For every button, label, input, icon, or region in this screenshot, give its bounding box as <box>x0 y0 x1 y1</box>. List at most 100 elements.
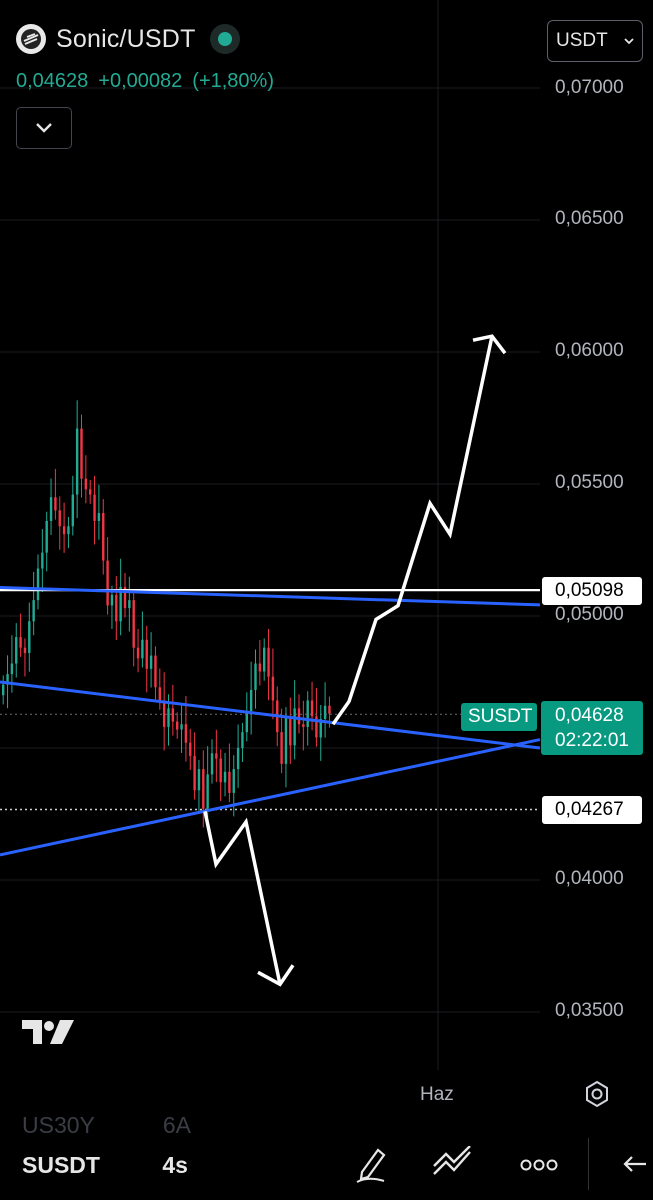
candle-body <box>315 716 318 738</box>
axis-tick-label: 0,07000 <box>555 77 624 98</box>
status-dot-icon <box>209 24 240 54</box>
candle-body <box>284 716 288 764</box>
axis-tick-label: 0,06000 <box>555 340 624 361</box>
candle-body <box>75 428 79 495</box>
candle-body <box>202 769 205 809</box>
candle-body <box>236 748 240 770</box>
axis-tick-label: 0,06500 <box>555 208 624 229</box>
candle-body <box>80 428 83 479</box>
candle-body <box>219 758 222 783</box>
candle-body <box>302 724 305 727</box>
candle-body <box>189 742 192 756</box>
last-price-tag: 0,04628 02:22:01 <box>541 701 643 755</box>
bullish-arrowhead <box>472 334 507 355</box>
currency-select[interactable]: USDT <box>547 20 643 62</box>
candle-body <box>328 705 331 714</box>
candle-body <box>319 718 322 738</box>
candle-body <box>28 621 31 653</box>
axis-tick-label: 0,04000 <box>555 868 624 889</box>
candle-body <box>62 526 66 535</box>
symbol-row[interactable]: SUSDT 4s <box>22 1152 188 1179</box>
candle-body <box>119 586 122 622</box>
candle-body <box>2 684 5 696</box>
timeframe[interactable]: 4s <box>162 1152 188 1178</box>
descending-trendline <box>0 680 541 750</box>
resistance-price-tag: 0,05098 <box>542 577 642 605</box>
candle-body <box>297 708 301 725</box>
price-summary: 0,04628 +0,00082 (+1,80%) <box>16 70 284 93</box>
change-pct: (+1,80%) <box>192 70 274 92</box>
candle-body <box>36 568 40 601</box>
candle-body <box>293 708 296 746</box>
ascending-trendline <box>0 738 541 857</box>
toolbar-divider <box>588 1138 589 1190</box>
candle-body <box>15 637 18 664</box>
candle-body <box>197 769 201 791</box>
candle-body <box>154 655 157 688</box>
collapse-button[interactable] <box>16 107 72 149</box>
candle-body <box>245 711 248 733</box>
pair-title: Sonic/USDT <box>56 24 196 53</box>
candle-body <box>158 687 161 701</box>
bearish-projection-arrow <box>203 811 282 985</box>
candle-body <box>249 689 253 712</box>
candle-body <box>54 497 57 511</box>
candle-body <box>215 753 218 759</box>
candle-body <box>254 663 257 690</box>
candle-body <box>71 494 74 527</box>
candle-body <box>132 600 135 648</box>
settings-icon[interactable] <box>583 1080 611 1108</box>
candle-body <box>49 497 53 521</box>
candle-body <box>176 721 179 730</box>
candle-body <box>89 489 92 495</box>
candle-body <box>184 724 188 743</box>
pencil-icon[interactable] <box>354 1146 388 1184</box>
time-axis-label: Haz <box>420 1084 454 1105</box>
ghost-symbol: US30Y <box>22 1112 95 1138</box>
candle-body <box>19 637 22 648</box>
candle-body <box>162 700 166 727</box>
candle-body <box>102 513 105 561</box>
bearish-arrowhead <box>257 964 295 987</box>
candle-body <box>310 700 314 717</box>
change-abs: +0,00082 <box>98 70 183 92</box>
candle-body <box>23 647 27 653</box>
candle-body <box>128 600 131 609</box>
candle-body <box>241 732 244 748</box>
axis-tick-label: 0,05000 <box>555 604 624 625</box>
candle-body <box>263 647 266 672</box>
candle-body <box>267 647 270 677</box>
trendline-tool-icon[interactable] <box>432 1146 474 1180</box>
candle-body <box>206 774 209 809</box>
bullish-projection-arrow <box>331 335 494 726</box>
candle-body <box>323 705 327 719</box>
support-price-tag: 0,04267 <box>542 796 642 824</box>
candle-body <box>223 771 227 783</box>
bar-countdown: 02:22:01 <box>555 730 629 751</box>
more-icon[interactable] <box>520 1158 558 1172</box>
last-price-tag-value: 0,04628 <box>555 705 624 726</box>
candle-body <box>228 771 231 793</box>
candle-body <box>10 663 14 675</box>
chevron-down-icon <box>36 123 52 133</box>
candle-body <box>67 526 70 535</box>
candle-body <box>149 655 153 669</box>
candle-body <box>210 753 214 775</box>
undo-icon[interactable] <box>622 1154 648 1176</box>
currency-value: USDT <box>556 30 608 51</box>
candle-body <box>32 600 35 622</box>
candle-body <box>193 755 196 791</box>
symbol-header[interactable]: Sonic/USDT <box>16 24 240 54</box>
candle-body <box>232 769 235 793</box>
candle-body <box>289 716 292 746</box>
upper-blue-line <box>0 585 541 607</box>
candle-body <box>6 674 9 685</box>
candle-body <box>306 700 309 727</box>
candle-body <box>97 513 101 521</box>
candle-body <box>58 510 61 527</box>
candle-body <box>141 639 144 659</box>
candle-body <box>115 594 118 622</box>
watchlist-ghost-row: US30Y 6A <box>22 1112 191 1139</box>
bottom-toolbar: US30Y 6A SUSDT 4s <box>0 1112 653 1200</box>
